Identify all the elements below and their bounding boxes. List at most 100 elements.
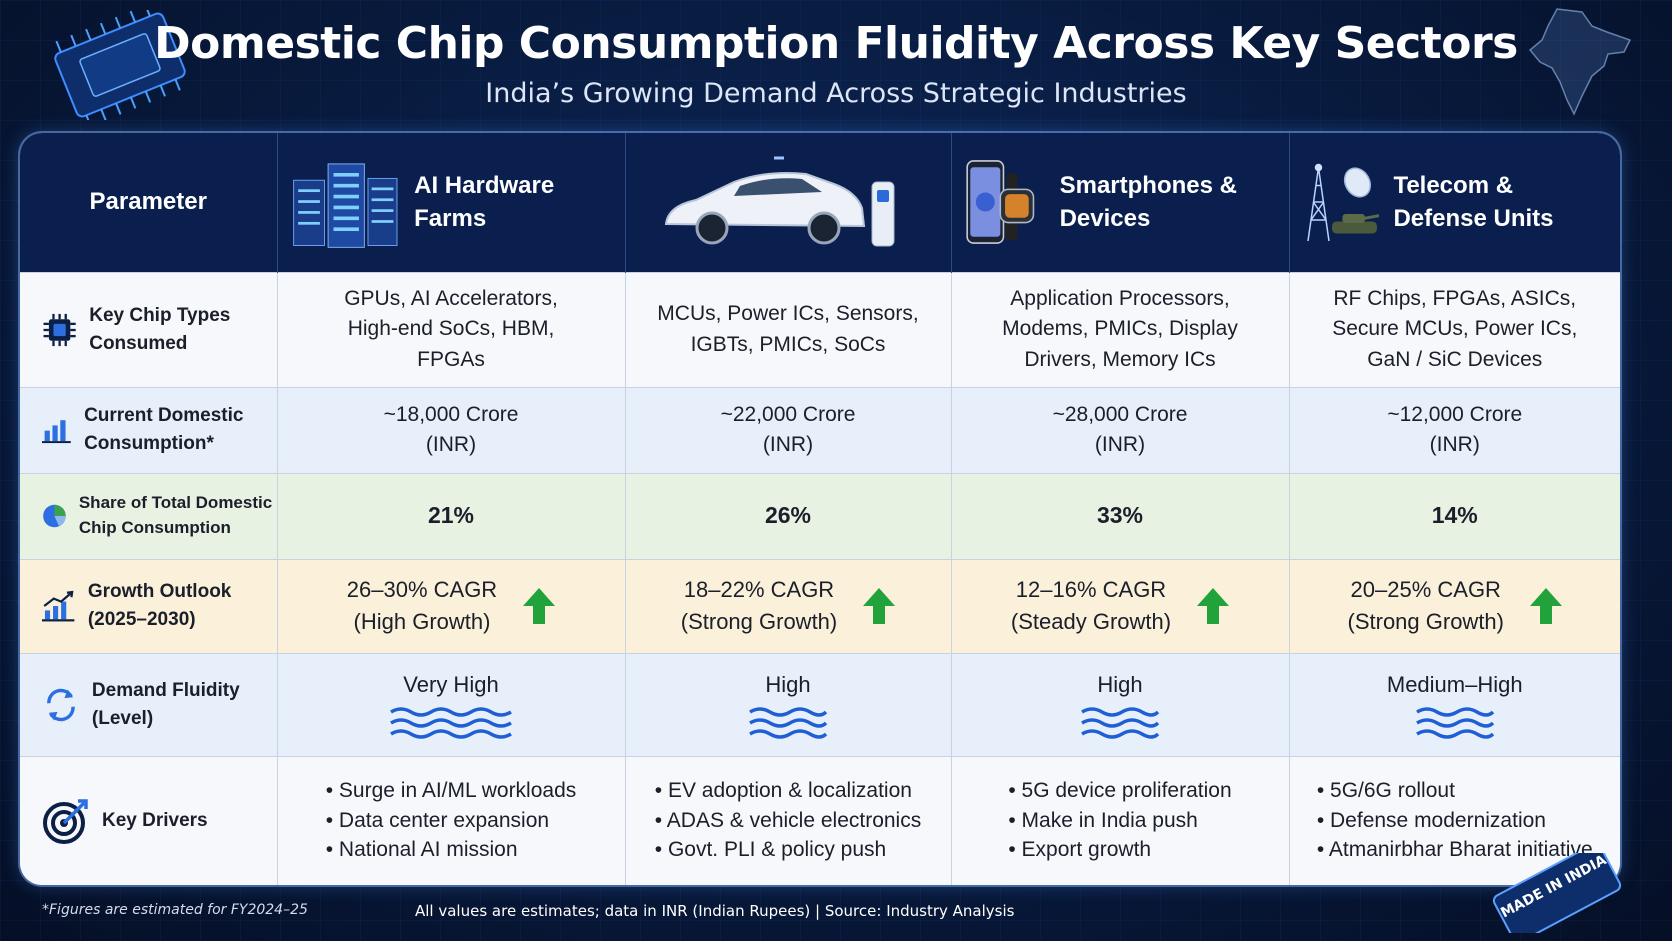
up-arrow-icon <box>863 588 896 624</box>
row-label-cell: Share of Total Domestic Chip Consumption <box>20 472 278 559</box>
header-ai-hardware: AI Hardware Farms <box>277 133 626 272</box>
table-row: Growth Outlook (2025–2030) 26–30% CAGR (H… <box>20 558 1620 653</box>
consumption-amount: ~22,000 Crore <box>720 402 856 426</box>
header-parameter-label: Parameter <box>89 188 207 216</box>
fluidity-level: Medium–High <box>1386 671 1523 697</box>
consumption-unit: (INR) <box>1094 433 1146 456</box>
server-rack-icon <box>292 163 397 249</box>
header-telecom-defense: Telecom & Defense Units <box>1289 133 1620 272</box>
fluidity-level: High <box>765 671 811 697</box>
consumption-unit: (INR) <box>1429 433 1480 456</box>
consumption-amount: ~18,000 Crore <box>383 402 519 426</box>
growth-auto: 18–22% CAGR (Strong Growth) <box>625 558 952 653</box>
header-ai-hardware-label: AI Hardware Farms <box>414 171 555 233</box>
growth-note: (Strong Growth) <box>1347 609 1505 634</box>
growth-chart-icon <box>42 590 75 622</box>
header-telecom-defense-label: Telecom & Defense Units <box>1393 171 1554 233</box>
share-phones: 33% <box>951 472 1290 559</box>
row-label-chip-types: Key Chip Types Consumed <box>89 304 231 354</box>
row-label-cell: Key Drivers <box>20 755 278 885</box>
growth-cagr: 26–30% CAGR <box>346 577 498 603</box>
chip-types-phones: Application Processors, Modems, PMICs, D… <box>951 271 1290 387</box>
growth-cagr: 20–25% CAGR <box>1350 577 1501 603</box>
chip-types-auto: MCUs, Power ICs, Sensors, IGBTs, PMICs, … <box>625 271 952 387</box>
header-smartphones-label: Smartphones & Devices <box>1059 171 1237 233</box>
table-row: Share of Total Domestic Chip Consumption… <box>20 472 1620 559</box>
fluidity-level: High <box>1097 671 1143 697</box>
growth-ai: 26–30% CAGR (High Growth) <box>277 558 626 653</box>
list-item: Govt. PLI & policy push <box>655 835 921 864</box>
table-row: Current Domestic Consumption* ~18,000 Cr… <box>20 386 1620 473</box>
wave-icon <box>749 707 828 740</box>
header-parameter: Parameter <box>20 133 278 272</box>
bar-chart-icon <box>42 420 71 444</box>
row-label-cell: Current Domestic Consumption* <box>20 386 278 473</box>
list-item: Make in India push <box>1008 806 1231 835</box>
row-label-fluidity: Demand Fluidity (Level) <box>91 679 240 729</box>
row-label-cell: Growth Outlook (2025–2030) <box>20 558 278 653</box>
growth-phones: 12–16% CAGR (Steady Growth) <box>951 558 1290 653</box>
growth-cagr: 12–16% CAGR <box>1015 577 1167 603</box>
row-label-growth: Growth Outlook (2025–2030) <box>87 581 232 630</box>
share-auto: 26% <box>625 472 952 559</box>
circuit-chip-icon <box>54 10 186 120</box>
refresh-cycle-icon <box>47 688 75 721</box>
list-item: National AI mission <box>326 835 577 864</box>
header-smartphones: Smartphones & Devices <box>951 133 1290 272</box>
telecom-tower-tank-icon <box>1306 164 1380 242</box>
growth-cagr: 18–22% CAGR <box>683 577 835 603</box>
row-label-cell: Demand Fluidity (Level) <box>20 652 278 756</box>
share-telecom: 14% <box>1289 472 1620 559</box>
smartphone-watch-icon <box>965 160 1034 245</box>
wave-icon <box>1415 707 1494 740</box>
chip-types-telecom: RF Chips, FPGAs, ASICs, Secure MCUs, Pow… <box>1289 271 1620 387</box>
consumption-phones: ~28,000 Crore (INR) <box>951 386 1290 473</box>
consumption-telecom: ~12,000 Crore (INR) <box>1289 386 1620 473</box>
table-row: Key Drivers Surge in AI/ML workloads Dat… <box>20 755 1620 885</box>
wave-icon <box>1081 707 1160 740</box>
made-in-india-badge: MADE IN INDIA <box>1492 853 1622 933</box>
fluidity-level: Very High <box>403 671 499 697</box>
row-label-cell: Key Chip Types Consumed <box>20 271 278 387</box>
up-arrow-icon <box>1197 588 1230 624</box>
table-row: Demand Fluidity (Level) Very High High H… <box>20 652 1620 756</box>
fluidity-ai: Very High <box>277 652 626 756</box>
up-arrow-icon <box>1530 588 1562 624</box>
list-item: Atmanirbhar Bharat initiative <box>1317 835 1593 864</box>
list-item: 5G/6G rollout <box>1317 776 1593 805</box>
list-item: Defense modernization <box>1317 806 1593 835</box>
electric-car-icon <box>664 156 895 247</box>
growth-note: (Strong Growth) <box>680 609 838 634</box>
target-icon <box>43 799 88 844</box>
up-arrow-icon <box>523 588 556 624</box>
growth-note: (Steady Growth) <box>1010 609 1172 634</box>
chip-icon <box>43 313 76 346</box>
consumption-ai: ~18,000 Crore (INR) <box>277 386 626 473</box>
list-item: ADAS & vehicle electronics <box>655 806 921 835</box>
row-label-drivers: Key Drivers <box>102 809 208 831</box>
drivers-telecom: 5G/6G rollout Defense modernization Atma… <box>1289 755 1620 885</box>
share-ai: 21% <box>277 472 626 559</box>
growth-note: (High Growth) <box>353 609 491 634</box>
table-row: Key Chip Types Consumed GPUs, AI Acceler… <box>20 271 1620 387</box>
consumption-amount: ~28,000 Crore <box>1052 402 1188 426</box>
pie-chart-icon <box>43 504 66 528</box>
row-label-consumption: Current Domestic Consumption* <box>84 405 244 454</box>
list-item: 5G device proliferation <box>1008 776 1232 805</box>
row-label-share: Share of Total Domestic Chip Consumption <box>78 493 273 537</box>
fluidity-telecom: Medium–High <box>1289 652 1620 756</box>
comparison-table: Parameter <box>20 133 1620 885</box>
list-item: Data center expansion <box>326 806 577 835</box>
drivers-phones: 5G device proliferation Make in India pu… <box>951 755 1290 885</box>
list-item: Export growth <box>1008 835 1231 864</box>
fluidity-auto: High <box>625 652 952 756</box>
drivers-auto: EV adoption & localization ADAS & vehicl… <box>625 755 952 885</box>
growth-telecom: 20–25% CAGR (Strong Growth) <box>1289 558 1620 653</box>
header-automotive <box>625 133 952 272</box>
page-subtitle: India’s Growing Demand Across Strategic … <box>485 78 1187 109</box>
footnote: *Figures are estimated for FY2024–25 <box>42 902 308 918</box>
source-note: All values are estimates; data in INR (I… <box>415 902 1015 920</box>
india-map-icon <box>1528 8 1632 116</box>
list-item: EV adoption & localization <box>655 776 921 805</box>
drivers-ai: Surge in AI/ML workloads Data center exp… <box>277 755 626 885</box>
